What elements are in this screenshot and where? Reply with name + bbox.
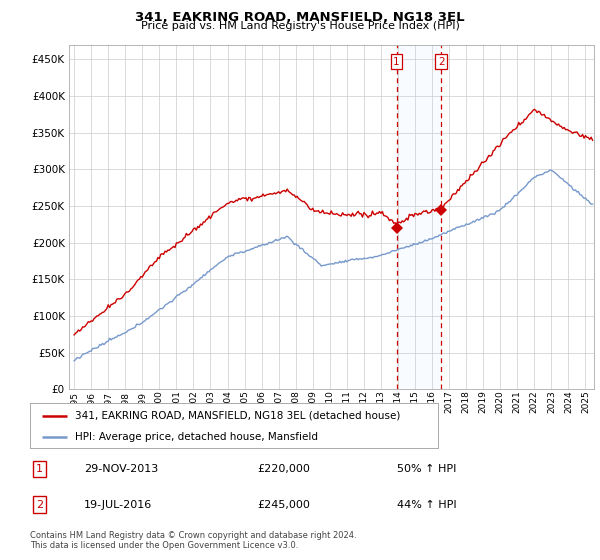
Text: 29-NOV-2013: 29-NOV-2013 [84, 464, 158, 474]
Text: 341, EAKRING ROAD, MANSFIELD, NG18 3EL (detached house): 341, EAKRING ROAD, MANSFIELD, NG18 3EL (… [75, 410, 400, 421]
Text: 1: 1 [393, 57, 400, 67]
Text: 341, EAKRING ROAD, MANSFIELD, NG18 3EL: 341, EAKRING ROAD, MANSFIELD, NG18 3EL [135, 11, 465, 24]
Text: 2: 2 [36, 500, 43, 510]
Bar [397, 45, 442, 389]
Text: 19-JUL-2016: 19-JUL-2016 [84, 500, 152, 510]
Text: £245,000: £245,000 [257, 500, 310, 510]
Text: 44% ↑ HPI: 44% ↑ HPI [397, 500, 457, 510]
Text: £220,000: £220,000 [257, 464, 310, 474]
Text: Contains HM Land Registry data © Crown copyright and database right 2024.
This d: Contains HM Land Registry data © Crown c… [30, 530, 356, 550]
Text: 2: 2 [438, 57, 445, 67]
Text: HPI: Average price, detached house, Mansfield: HPI: Average price, detached house, Mans… [75, 432, 318, 442]
Text: 1: 1 [36, 464, 43, 474]
Text: Price paid vs. HM Land Registry's House Price Index (HPI): Price paid vs. HM Land Registry's House … [140, 21, 460, 31]
Text: 50% ↑ HPI: 50% ↑ HPI [397, 464, 457, 474]
